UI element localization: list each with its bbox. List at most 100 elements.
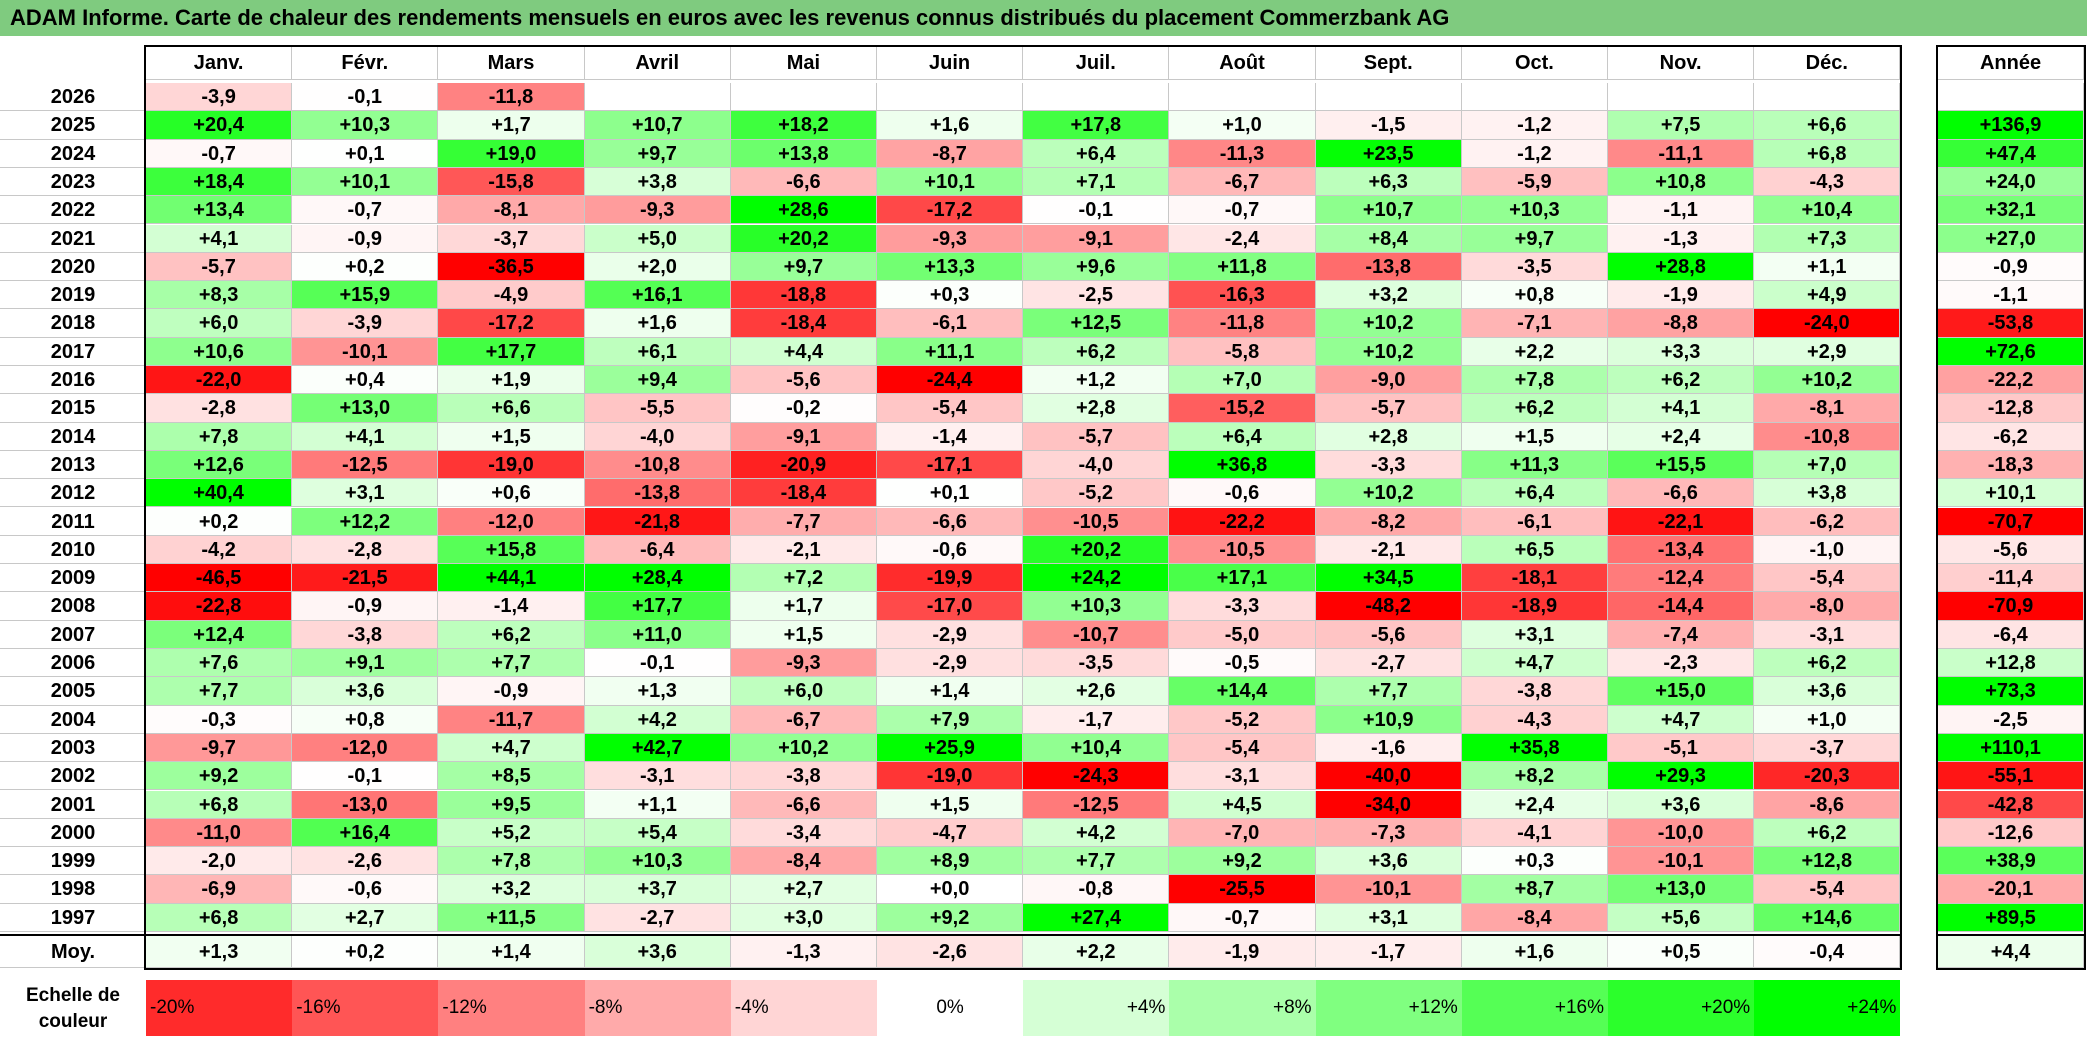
heatmap-cell: +27,4 <box>1023 903 1170 932</box>
heatmap-cell: -22,1 <box>1608 507 1755 536</box>
heatmap-cell: -18,8 <box>730 281 877 310</box>
average-cell: +1,3 <box>146 936 293 968</box>
heatmap-cell: +1,9 <box>438 366 585 395</box>
heatmap-cell: +5,4 <box>584 818 731 848</box>
heatmap-cell: -1,1 <box>1608 196 1755 225</box>
heatmap-cell: -9,1 <box>730 422 877 451</box>
heatmap-cell: +1,7 <box>730 592 877 621</box>
average-cell: +1,6 <box>1461 936 1608 968</box>
page-title: ADAM Informe. Carte de chaleur des rende… <box>0 0 2087 36</box>
average-cell: +1,4 <box>438 936 585 968</box>
heatmap-cell: -3,5 <box>1023 649 1170 678</box>
heatmap-cell: -6,7 <box>1169 167 1316 197</box>
heatmap-cell: -6,4 <box>584 535 731 565</box>
heatmap-cell: +7,8 <box>1461 366 1608 395</box>
heatmap-cell: -2,9 <box>877 649 1024 678</box>
heatmap-cell: -5,9 <box>1461 167 1608 197</box>
heatmap-cell: -17,0 <box>877 592 1024 621</box>
heatmap-cell: +4,1 <box>146 224 293 253</box>
year-label: 1999 <box>0 847 146 876</box>
heatmap-cell: +1,5 <box>730 620 877 649</box>
heatmap-cell: +11,1 <box>877 337 1024 366</box>
year-label: 2008 <box>0 592 146 621</box>
year-label: 2011 <box>0 507 146 536</box>
annual-cell: -53,8 <box>1938 309 2084 338</box>
heatmap-cell: +10,3 <box>584 847 731 876</box>
heatmap-cell: -10,8 <box>1754 422 1901 451</box>
year-label: 2019 <box>0 281 146 310</box>
heatmap-cell: +10,2 <box>1315 337 1462 366</box>
heatmap-cell: -11,8 <box>438 83 585 112</box>
heatmap-cell: +6,0 <box>730 677 877 706</box>
heatmap-cell: +7,6 <box>146 649 293 678</box>
heatmap-cell: +36,8 <box>1169 450 1316 480</box>
heatmap-cell: +13,0 <box>1608 875 1755 904</box>
heatmap-cell: +8,3 <box>146 281 293 310</box>
heatmap-cell: +5,6 <box>1608 903 1755 932</box>
heatmap-cell: +2,9 <box>1754 337 1901 366</box>
average-cell: -1,7 <box>1315 936 1462 968</box>
heatmap-cell: +1,6 <box>584 309 731 338</box>
heatmap-cell: +28,6 <box>730 196 877 225</box>
heatmap-cell: +6,6 <box>438 394 585 423</box>
heatmap-cell: +12,4 <box>146 620 293 649</box>
heatmap-cell: +9,1 <box>292 649 439 678</box>
heatmap-cell: +9,2 <box>146 762 293 791</box>
heatmap-cell: +2,8 <box>1023 394 1170 423</box>
heatmap-cell: +10,1 <box>877 167 1024 197</box>
heatmap-cell: -2,8 <box>292 535 439 565</box>
heatmap-cell: +7,3 <box>1754 224 1901 253</box>
annual-cell: -42,8 <box>1938 790 2084 819</box>
heatmap-cell: +6,4 <box>1169 422 1316 451</box>
heatmap-cell: +6,0 <box>146 309 293 338</box>
heatmap-cell: -20,3 <box>1754 762 1901 791</box>
year-label: 2012 <box>0 479 146 508</box>
heatmap-cell: -0,2 <box>730 394 877 423</box>
heatmap-cell: -8,8 <box>1608 309 1755 338</box>
heatmap-cell: -3,8 <box>292 620 439 649</box>
legend-swatch: -16% <box>292 980 439 1036</box>
heatmap-cell: -8,2 <box>1315 507 1462 536</box>
heatmap-cell: +9,6 <box>1023 252 1170 282</box>
legend-title-line2: couleur <box>38 1011 108 1032</box>
heatmap-cell: +10,4 <box>1754 196 1901 225</box>
heatmap-cell: -8,1 <box>1754 394 1901 423</box>
heatmap-cell: +24,2 <box>1023 564 1170 593</box>
heatmap-cell: +10,2 <box>1315 309 1462 338</box>
heatmap-cell: +10,4 <box>1023 733 1170 763</box>
heatmap-cell: -5,4 <box>877 394 1024 423</box>
heatmap-cell: +9,2 <box>1169 847 1316 876</box>
heatmap-cell: +1,6 <box>877 111 1024 140</box>
heatmap-cell: -4,1 <box>1461 818 1608 848</box>
heatmap-cell: -5,7 <box>1315 394 1462 423</box>
heatmap-cell: -7,1 <box>1461 309 1608 338</box>
heatmap-cell: +4,7 <box>438 733 585 763</box>
heatmap-cell: -12,0 <box>292 733 439 763</box>
heatmap-cell: +0,8 <box>1461 281 1608 310</box>
average-cell: +0,2 <box>292 936 439 968</box>
heatmap-cell: +2,4 <box>1608 422 1755 451</box>
heatmap-cell: -10,1 <box>292 337 439 366</box>
heatmap-cell: -4,3 <box>1461 705 1608 734</box>
heatmap-cell: -8,4 <box>1461 903 1608 932</box>
annual-cell: -22,2 <box>1938 366 2084 395</box>
heatmap-cell: -0,6 <box>1169 479 1316 508</box>
legend-title: Echelle de couleur <box>0 980 146 1036</box>
heatmap-cell: +1,5 <box>438 422 585 451</box>
heatmap-cell: +20,2 <box>1023 535 1170 565</box>
heatmap-cell: -4,3 <box>1754 167 1901 197</box>
heatmap-cell: -9,3 <box>730 649 877 678</box>
month-header: Sept. <box>1315 46 1462 80</box>
heatmap-cell: -14,4 <box>1608 592 1755 621</box>
heatmap-cell <box>1023 83 1170 112</box>
year-label: 2009 <box>0 564 146 593</box>
heatmap-cell: -11,8 <box>1169 309 1316 338</box>
heatmap-cell: +8,7 <box>1461 875 1608 904</box>
heatmap-cell: +29,3 <box>1608 762 1755 791</box>
heatmap-cell: -5,0 <box>1169 620 1316 649</box>
year-label: 2018 <box>0 309 146 338</box>
annual-cell: -12,8 <box>1938 394 2084 423</box>
heatmap-cell: +1,1 <box>584 790 731 819</box>
heatmap-cell: +8,4 <box>1315 224 1462 253</box>
heatmap-cell: -12,5 <box>1023 790 1170 819</box>
